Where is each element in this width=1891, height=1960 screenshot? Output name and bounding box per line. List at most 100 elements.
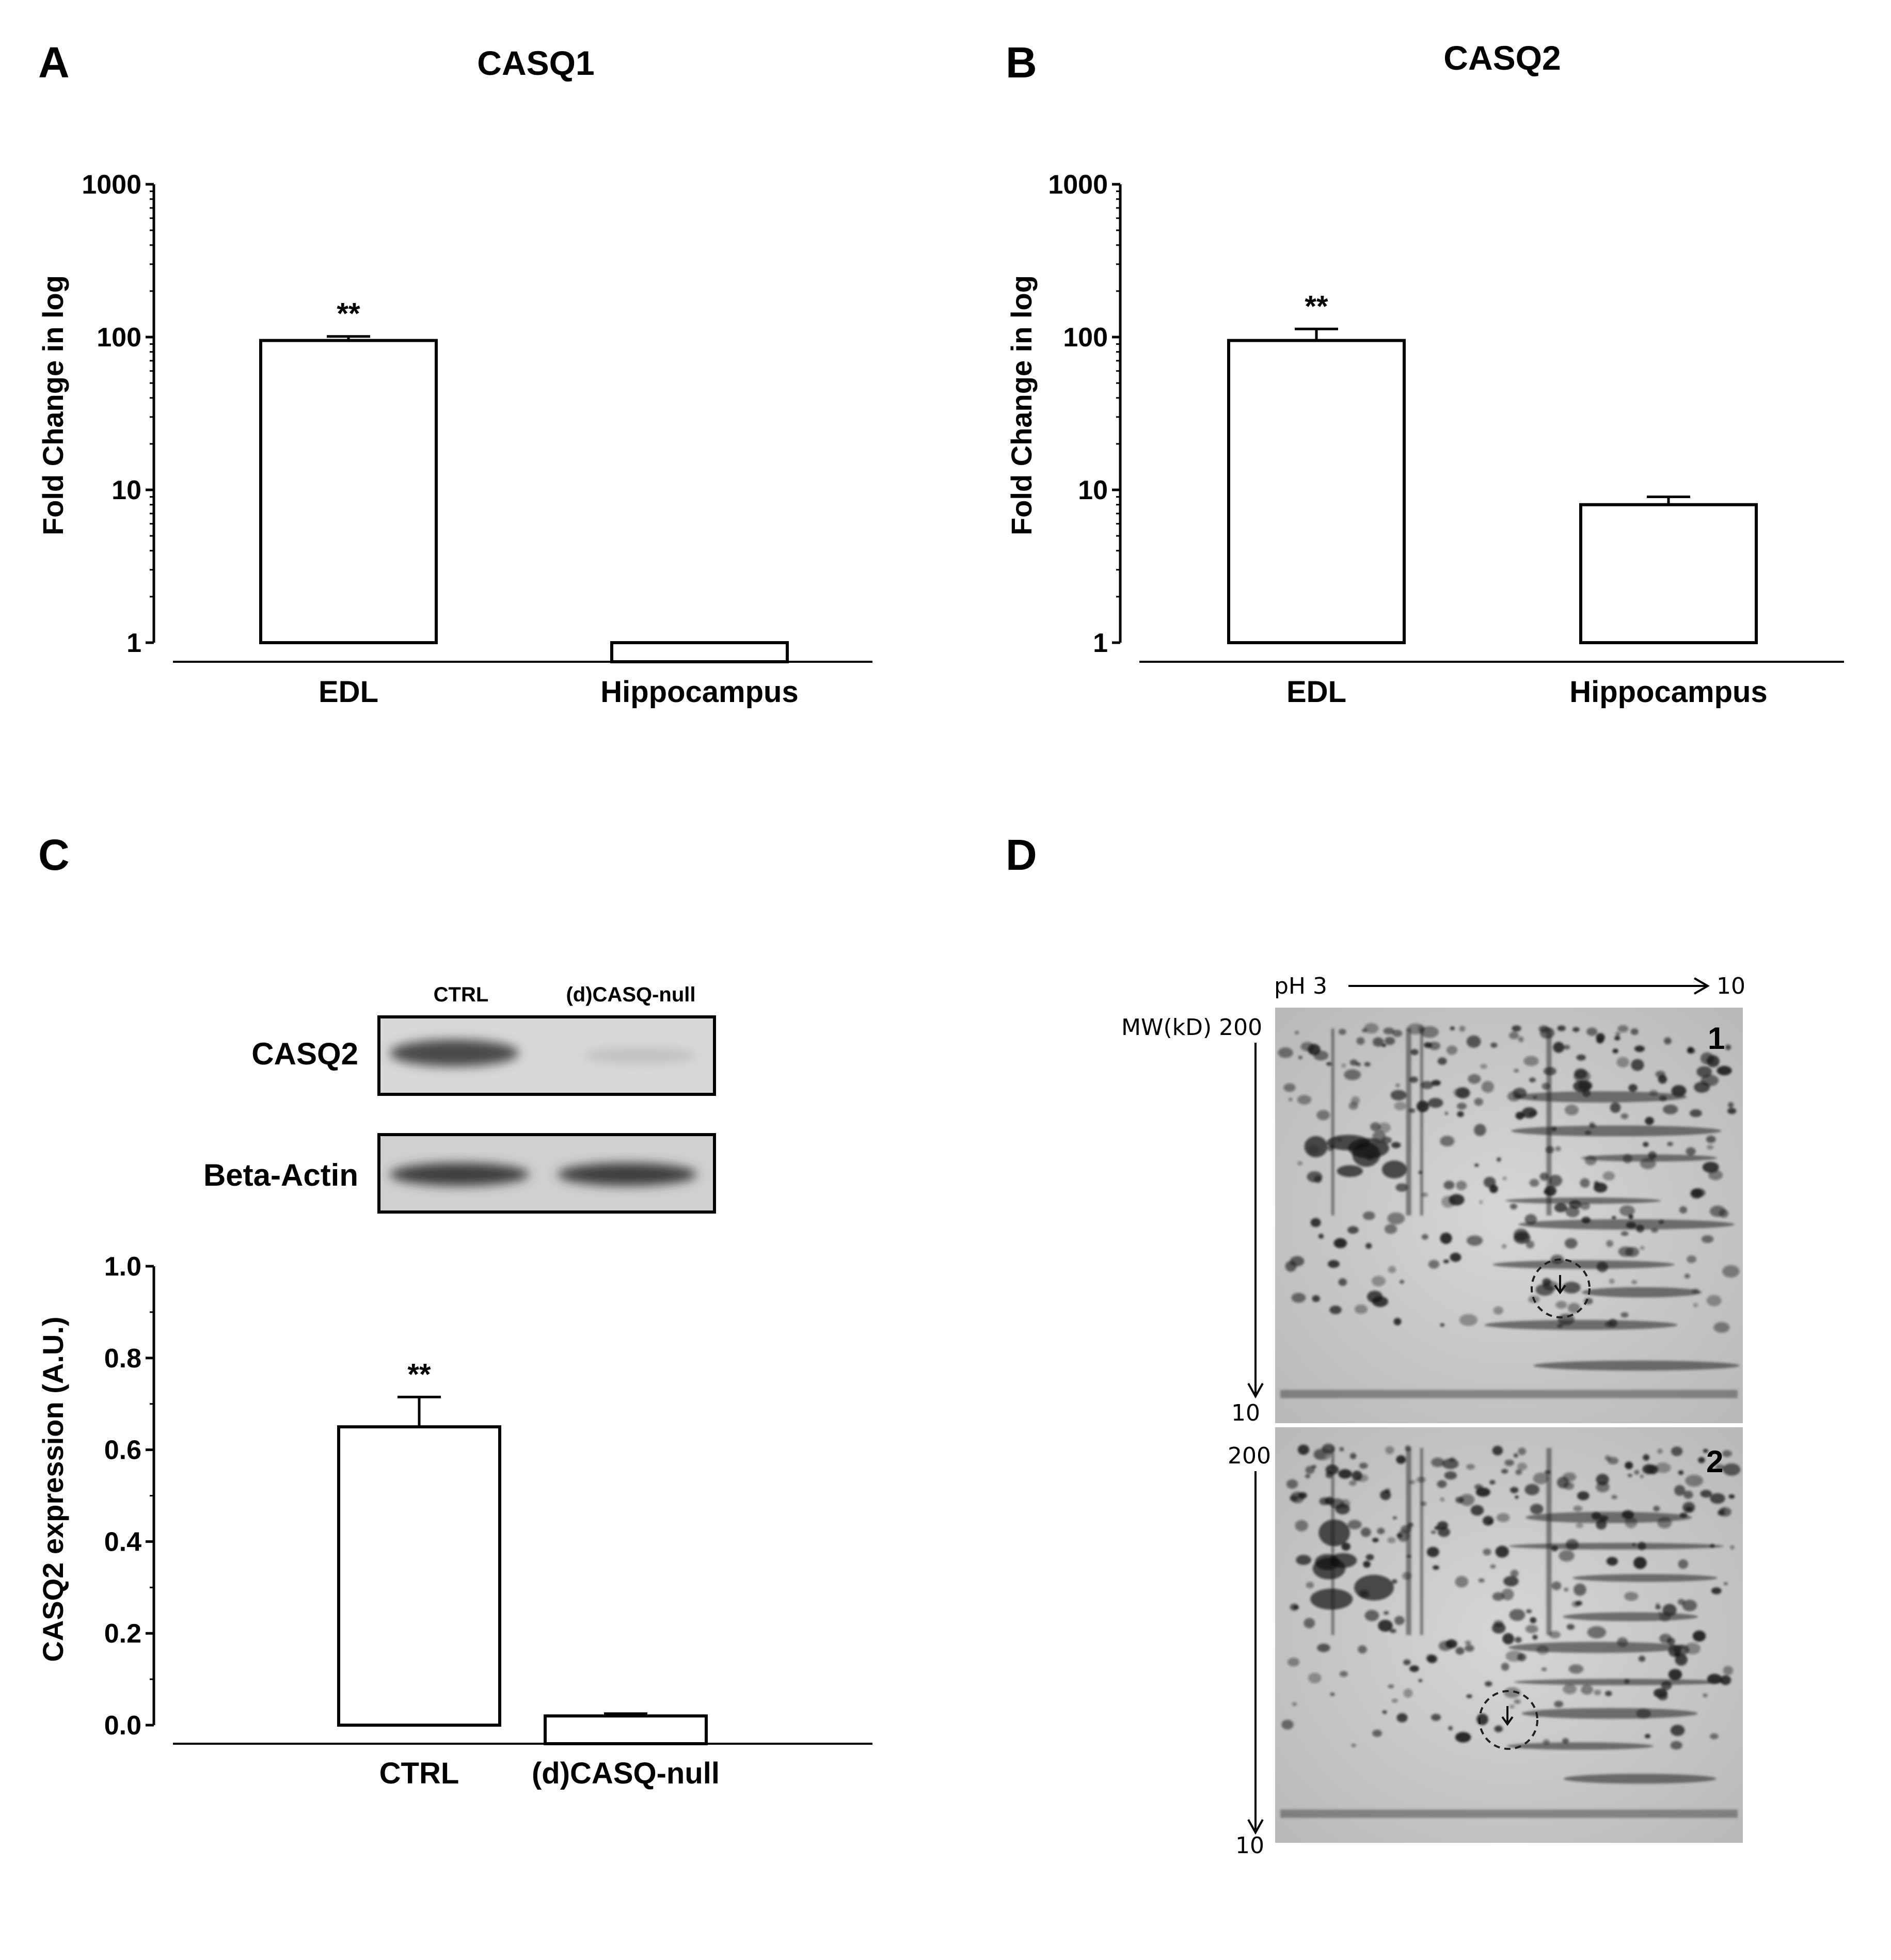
- gel-spot: [1438, 1640, 1452, 1651]
- gel-spot: [1502, 1633, 1514, 1645]
- gel-spot: [1384, 1224, 1397, 1234]
- chart-b-y-tick-label: 10: [1078, 475, 1108, 505]
- gel-spot: [1682, 1600, 1697, 1612]
- gel-spot: [1308, 1044, 1321, 1056]
- gel-spot: [1518, 1447, 1527, 1455]
- gel-spot: [1596, 1519, 1607, 1530]
- gel-spot: [1434, 1526, 1440, 1530]
- gel-streak-h: [1492, 1260, 1675, 1269]
- gel-spot: [1512, 1025, 1521, 1032]
- gel-spot: [1476, 1713, 1488, 1726]
- gel-spot: [1316, 1110, 1330, 1121]
- gel-spot: [1640, 1158, 1656, 1169]
- gel-spot: [1514, 1699, 1521, 1704]
- gel-spot: [1330, 1692, 1335, 1696]
- gel-spot: [1502, 1176, 1507, 1181]
- gel-spot: [1703, 1448, 1708, 1453]
- gel-spot: [1492, 1445, 1503, 1456]
- gel-spot: [1551, 1126, 1557, 1132]
- gel-spot: [1490, 1042, 1498, 1048]
- gel-spot: [1549, 1631, 1561, 1639]
- gel-spot: [1455, 1647, 1465, 1655]
- gel-spot: [1466, 1464, 1475, 1470]
- gel-spot: [1396, 1455, 1406, 1464]
- chart-c-y-tick-label: 0.4: [104, 1527, 141, 1557]
- gel-spot: [1406, 1554, 1412, 1558]
- gel-spot: [1532, 1095, 1537, 1099]
- gel-spot: [1444, 1111, 1448, 1116]
- gel-spot: [1390, 1090, 1407, 1101]
- gel-spot: [1387, 1212, 1405, 1225]
- gel-streak-h: [1509, 1542, 1724, 1550]
- gel-spot: [1648, 1151, 1657, 1159]
- chart-a-y-tick-label: 100: [97, 323, 141, 353]
- gel-spot: [1385, 1446, 1394, 1455]
- blot-column-null: (d)CASQ-null: [566, 983, 695, 1006]
- gel-spot: [1628, 1214, 1633, 1219]
- gel-spot: [1638, 1541, 1646, 1551]
- gel-spot: [1596, 1262, 1608, 1272]
- gel-spot: [1305, 1466, 1315, 1474]
- gel-spot: [1384, 1611, 1389, 1615]
- gel-spot: [1388, 1266, 1396, 1273]
- gel-streak: [1406, 1448, 1411, 1635]
- gel-spot: [1722, 1265, 1740, 1278]
- gel-spot: [1298, 1056, 1302, 1060]
- gel-spot: [1555, 1301, 1567, 1309]
- gel-spot: [1525, 1624, 1538, 1633]
- gel-spot: [1599, 1515, 1609, 1521]
- gel-spot: [1624, 1679, 1630, 1684]
- gel-spot: [1668, 1669, 1682, 1680]
- gel-spot: [1723, 1666, 1734, 1676]
- gel-spot: [1698, 1457, 1705, 1463]
- gel-spot: [1475, 1487, 1490, 1497]
- gel-spot: [1360, 1527, 1371, 1537]
- gel-spot: [1631, 1059, 1644, 1071]
- gel-spot: [1617, 1637, 1628, 1648]
- gel-spot: [1449, 1457, 1456, 1462]
- gel-spot: [1683, 1490, 1693, 1499]
- gel-spot: [1513, 1088, 1527, 1098]
- gel-spot: [1624, 1592, 1639, 1601]
- gel-spot: [1694, 1081, 1710, 1093]
- gel-spot: [1727, 1108, 1737, 1114]
- gel-spot: [1508, 1031, 1519, 1040]
- gel-spot: [1466, 1035, 1481, 1048]
- gel-streak: [1546, 1028, 1552, 1216]
- gel-spot: [1692, 1288, 1699, 1294]
- gel-spot: [1341, 1063, 1346, 1068]
- gel-streak-h: [1508, 1642, 1685, 1653]
- gel-spot: [1381, 1044, 1387, 1047]
- gel-spot: [1565, 1539, 1579, 1551]
- gel-spot: [1576, 1054, 1586, 1061]
- gel-blob: [1318, 1519, 1350, 1547]
- gel-spot: [1492, 1592, 1504, 1601]
- gel-spot: [1717, 1065, 1732, 1076]
- gel-spot: [1359, 1462, 1368, 1469]
- gel-spot: [1496, 1157, 1501, 1162]
- gel-spot: [1287, 1658, 1300, 1667]
- gel-spot: [1446, 1045, 1458, 1055]
- gel-spot: [1394, 1616, 1405, 1626]
- gel-spot: [1610, 1102, 1621, 1113]
- gel-spot: [1431, 1080, 1441, 1086]
- gel-spot: [1388, 1684, 1394, 1688]
- gel-spot: [1543, 1739, 1550, 1745]
- gel-spot: [1393, 1318, 1402, 1326]
- gel-spot: [1678, 1559, 1689, 1569]
- gel-spot: [1640, 1474, 1644, 1478]
- blot-column-ctrl: CTRL: [434, 983, 489, 1006]
- gel-spot: [1479, 1200, 1483, 1204]
- gel-spot: [1710, 1493, 1725, 1504]
- gel-spot: [1448, 1726, 1453, 1731]
- gel-spot: [1341, 1542, 1350, 1551]
- chart-b-category-label-edl: EDL: [1286, 675, 1346, 709]
- gel-spot: [1563, 1684, 1577, 1695]
- gel-spot: [1548, 1174, 1563, 1187]
- gel-spot: [1495, 1545, 1509, 1558]
- gel-spot: [1668, 1645, 1681, 1657]
- gel-spot: [1465, 1640, 1471, 1645]
- gel-spot: [1620, 1312, 1629, 1318]
- gel-spot: [1433, 1565, 1439, 1570]
- gel-spot: [1562, 1738, 1569, 1744]
